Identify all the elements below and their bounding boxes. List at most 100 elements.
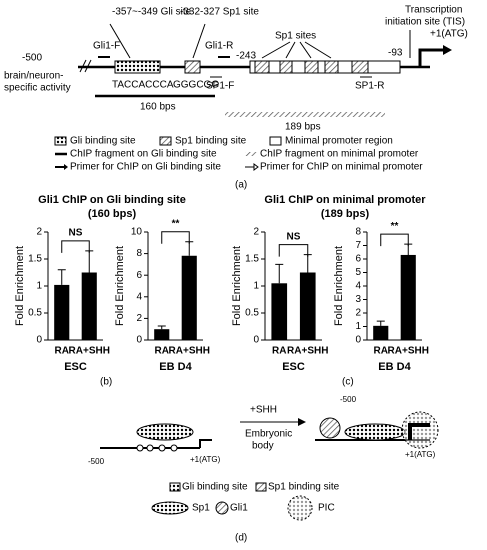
bar [400, 254, 416, 340]
x-axis-label: EB D4 [378, 361, 411, 373]
x-axis-label: ESC [64, 361, 87, 373]
chart-title: Gli1 ChIP on minimal promoter [264, 194, 426, 206]
label: TACCACCCA [112, 80, 174, 91]
y-tick-label: 8 [355, 227, 361, 238]
y-axis-label: Fold Enrichment [231, 246, 243, 326]
label: Gli1-R [205, 41, 233, 52]
label: body [252, 441, 274, 452]
y-tick-label: 2 [36, 227, 42, 238]
x-tick-label: RA [155, 346, 169, 357]
bracket [380, 233, 409, 247]
label: brain/neuron- [4, 71, 63, 82]
error-bar [376, 320, 385, 326]
legend-label: Primer for ChIP on Gli binding site [70, 162, 221, 173]
label: specific activity [4, 83, 71, 94]
bar [271, 283, 288, 340]
legend-label: Minimal promoter region [285, 136, 393, 147]
error-bar [185, 241, 194, 256]
y-axis-label: Fold Enrichment [14, 246, 26, 326]
annotation: ** [172, 218, 180, 229]
error-bar [157, 325, 166, 330]
label: SP1-F [206, 81, 234, 92]
annotation: NS [69, 228, 83, 239]
bracket [161, 231, 190, 244]
label: -243 [236, 51, 256, 62]
y-axis-label: Fold Enrichment [114, 246, 126, 326]
label: -500 [22, 53, 42, 64]
legend-label: Sp1 binding site [175, 136, 247, 147]
x-axis-label: EB D4 [159, 361, 192, 373]
y-tick-label: 0 [253, 335, 259, 346]
bar [181, 255, 197, 340]
label: 160 bps [140, 102, 176, 113]
x-axis-label: ESC [282, 361, 305, 373]
panel-d: Gli binding site Sp1 binding site Sp1 Gl… [88, 395, 439, 544]
bracket [61, 240, 90, 253]
label: +1(ATG) [190, 455, 221, 464]
chart-title: Gli1 ChIP on Gli binding site [38, 194, 186, 206]
label: 189 bps [285, 122, 321, 133]
label: SP1-R [355, 81, 384, 92]
label: +1(ATG) [430, 29, 468, 40]
legend-label: Gli binding site [182, 482, 248, 493]
x-tick-label: RA [272, 346, 286, 357]
y-tick-label: 2 [253, 227, 259, 238]
panel-label: (d) [235, 533, 247, 544]
legend-label: Gli1 [230, 503, 248, 514]
y-tick-label: 7 [355, 240, 361, 251]
bar [81, 272, 97, 340]
label: +SHH [250, 405, 277, 416]
x-tick-label: RA [374, 346, 388, 357]
error-bar [303, 254, 312, 273]
label: GGGCGG [173, 80, 219, 91]
y-tick-label: 0.5 [245, 308, 259, 319]
error-bar [275, 263, 284, 284]
x-tick-label: RA+SHH [169, 346, 210, 357]
annotation: ** [391, 221, 399, 232]
label: -332-327 Sp1 site [180, 7, 259, 18]
y-tick-label: 6 [136, 270, 142, 281]
y-tick-label: 5 [355, 267, 361, 278]
panel-a: -357~-349 Gli site -332-327 Sp1 site Sp1… [4, 5, 468, 191]
label: initiation site (TIS) [385, 17, 465, 28]
y-tick-label: 8 [136, 248, 142, 259]
label: -93 [388, 48, 403, 59]
y-tick-label: 10 [131, 227, 143, 238]
x-tick-label: RA [55, 346, 69, 357]
y-tick-label: 0 [36, 335, 42, 346]
y-tick-label: 0 [355, 335, 361, 346]
error-bar [85, 250, 94, 273]
bar [154, 329, 170, 340]
y-tick-label: 0 [136, 335, 142, 346]
bracket [278, 244, 309, 257]
x-tick-label: RA+SHH [388, 346, 429, 357]
y-tick-label: 2 [136, 313, 142, 324]
label: -500 [88, 457, 105, 466]
bar [373, 325, 389, 340]
bar [299, 272, 316, 340]
label: Gli1-F [93, 41, 120, 52]
legend-label: Gli binding site [70, 136, 136, 147]
y-tick-label: 4 [355, 281, 361, 292]
annotation: NS [287, 231, 301, 242]
legend-label: Primer for ChIP on minimal promoter [260, 162, 423, 173]
legend-label: ChIP fragment on minimal promoter [260, 149, 419, 160]
y-tick-label: 0.5 [28, 308, 42, 319]
legend-label: Sp1 [192, 503, 210, 514]
y-tick-label: 1.5 [245, 254, 259, 265]
panel-label: (c) [342, 377, 354, 388]
label: Sp1 sites [275, 31, 316, 42]
chart-title: (189 bps) [321, 208, 370, 220]
y-tick-label: 3 [355, 294, 361, 305]
y-tick-label: 4 [136, 291, 142, 302]
chart-title: (160 bps) [88, 208, 137, 220]
legend-label: PIC [318, 503, 335, 514]
bar [54, 284, 70, 340]
legend-label: Sp1 binding site [268, 482, 340, 493]
panel-label: (b) [100, 377, 112, 388]
label: Embryonic [245, 429, 292, 440]
y-tick-label: 1 [36, 281, 42, 292]
label: -357~-349 Gli site [112, 7, 192, 18]
